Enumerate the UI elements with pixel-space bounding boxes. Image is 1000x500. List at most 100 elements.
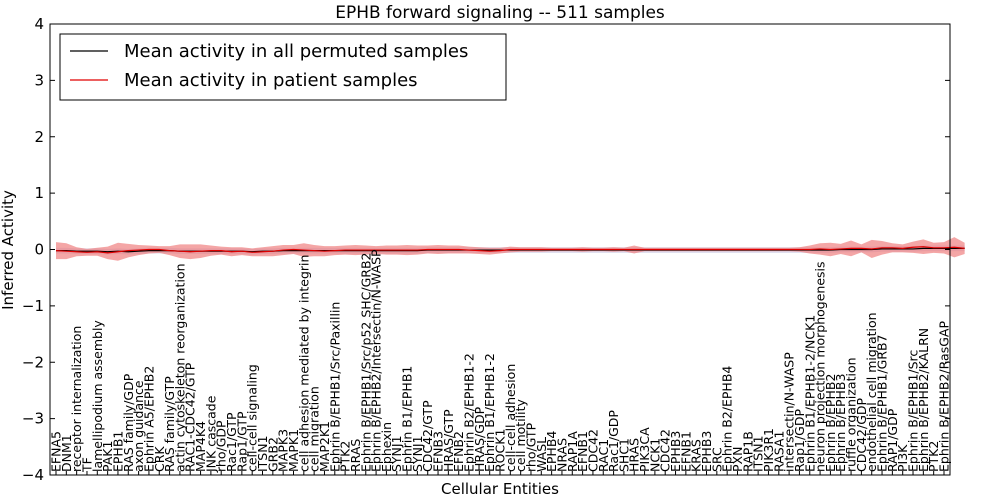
x-tick-label: RAC1 — [596, 439, 611, 472]
x-tick-label: PI3K — [895, 444, 910, 472]
x-tick-label: HRAS — [627, 438, 642, 472]
x-tick-label: Ephrin B/EPHB1/Src — [906, 350, 921, 472]
x-tick-label: Ephrin B/EPHB1/Src/p52 SHC/GRB2 — [358, 253, 373, 473]
x-tick-label: CDC42 — [658, 429, 673, 472]
x-tick-label: HRAS/GDP — [472, 406, 487, 472]
series-lines — [55, 246, 965, 254]
x-tick-label: KRAS — [689, 439, 704, 472]
chart-title: EPHB forward signaling -- 511 samples — [335, 3, 665, 23]
x-tick-label: actin cytoskeleton reorganization — [172, 263, 187, 472]
x-tick-label: EFNB3 — [431, 431, 446, 472]
y-tick-label: −2 — [22, 353, 44, 371]
x-tick-label: cell-cell adhesion — [503, 364, 518, 472]
legend: Mean activity in all permuted samples Me… — [59, 33, 507, 101]
legend-box — [59, 33, 507, 101]
x-tick-label: SHC1 — [616, 438, 631, 472]
x-tick-label: RAP1A — [565, 431, 580, 472]
y-tick-label: −4 — [22, 466, 44, 484]
x-tick-label: EPHB4 — [544, 431, 559, 472]
x-tick-label: PTK2 — [926, 441, 941, 472]
x-tick-label: Ephrin B/EPHB2/Intersectin/N-WASP — [369, 249, 384, 472]
x-tick-label: EPHB3 — [668, 431, 683, 472]
x-tick-label: EFNB1 — [575, 431, 590, 472]
x-tick-label: MAPK1 — [286, 429, 301, 472]
x-tick-label: HRAS/GTP — [441, 409, 456, 472]
x-tick-label: cell-cell signaling — [245, 364, 260, 472]
x-tick-label: JNK cascade — [203, 395, 218, 473]
x-tick-label: Ephrin B/EPHB1/GRB7 — [875, 334, 890, 472]
x-tick-label: SRC — [709, 447, 724, 472]
x-tick-label: WASL — [534, 437, 549, 472]
x-tick-label: Ephrin B2/EPHB4 — [720, 366, 735, 472]
x-tick-label: Ephrin B/EPHB2/KALRN — [916, 328, 931, 472]
x-tick-label: lamellipodium assembly — [90, 320, 105, 472]
series-line-patient — [55, 246, 965, 254]
y-tick-label: 3 — [34, 71, 44, 89]
x-tick-label: Ephrin B/EPHB3 — [833, 374, 848, 472]
x-tick-label: EFNA5 — [49, 431, 64, 472]
y-axis-title: Inferred Activity — [0, 190, 17, 310]
x-tick-label: PIK3CA — [637, 427, 652, 472]
x-tick-label: NCK1 — [647, 438, 662, 472]
y-tick-label: 0 — [34, 241, 44, 259]
legend-label-patient: Mean activity in patient samples — [124, 70, 418, 91]
x-tick-label: Rap1/GDP — [792, 409, 807, 472]
x-tick-label: Ephexin — [379, 422, 394, 472]
y-tick-label: 4 — [34, 15, 44, 33]
x-tick-label: Ephrin B1/EPHB1-2 — [482, 353, 497, 472]
x-tick-label: MAPK3 — [276, 429, 291, 472]
y-tick-label: 2 — [34, 128, 44, 146]
x-tick-label: SYNJ1 — [389, 435, 404, 472]
x-tick-label: Rac1/GDP — [606, 410, 621, 472]
x-tick-label: intersectin/N-WASP — [782, 352, 797, 472]
x-tick-label: RRAS — [348, 439, 363, 472]
x-tick-label: DNM1 — [59, 434, 74, 472]
x-tick-label: cell adhesion mediated by integrin — [296, 255, 311, 472]
x-tick-label: RASA1 — [771, 431, 786, 472]
x-tick-label: CDC42 — [585, 429, 600, 472]
x-tick-label: GRB2 — [265, 437, 280, 472]
x-tick-label: EFNB2 — [451, 431, 466, 472]
x-tick-label: Ephrin B/EPHB1/Src/Paxillin — [327, 302, 342, 472]
x-tick-label: NRAS — [554, 438, 569, 472]
x-tick-label: CDC42/GDP — [854, 397, 869, 472]
x-tick-label: PXN — [730, 447, 745, 472]
x-tick-label: cell motility — [513, 398, 528, 472]
y-tick-label: 1 — [34, 184, 44, 202]
x-tick-label: axon guidance — [131, 380, 146, 472]
x-tick-label: MAP2K1 — [317, 421, 332, 472]
x-tick-label: cell migration — [307, 386, 322, 472]
x-tick-label: CRK — [152, 446, 167, 472]
x-tick-label: MAP4K4 — [193, 421, 208, 472]
x-tick-label: neuron projection morphogenesis — [813, 261, 828, 472]
x-tick-label: TF — [79, 457, 94, 473]
x-tick-label: Ephrin B/EPHB2 — [823, 374, 838, 472]
x-tick-label: PTK2 — [338, 441, 353, 472]
x-tick-label: rho/GTP — [523, 422, 538, 472]
x-tick-label: rho/GDP — [214, 420, 229, 472]
x-axis-title: Cellular Entities — [441, 480, 559, 498]
x-tick-label: ROCK1 — [493, 429, 508, 472]
x-tick-label: ruffle organization — [844, 357, 859, 472]
x-tick-label: Ephrin B1/EPHB1-2/NCK1 — [802, 315, 817, 472]
y-axis: −4 −3 −2 −1 0 1 2 3 4 — [22, 15, 950, 484]
x-tick-label: ITSN1 — [751, 435, 766, 472]
x-tick-label: RAS family/GDP — [121, 373, 136, 472]
x-tick-label: ITSN1 — [255, 435, 270, 472]
x-tick-label: Ephrin B2/EPHB1-2 — [462, 353, 477, 472]
x-tick-label: receptor internalization — [69, 326, 84, 472]
x-tick-label: Ephrin A5/EPHB2 — [141, 366, 156, 472]
x-tick-label: endothelial cell migration — [864, 312, 879, 472]
x-tick-label: Ephrin B1/EPHB1 — [400, 366, 415, 472]
x-tick-label: Rap1/GTP — [234, 411, 249, 472]
y-tick-label: −3 — [22, 410, 44, 428]
x-tick-label: SYNJ1 — [410, 435, 425, 472]
y-tick-label: −1 — [22, 297, 44, 315]
x-tick-label: EPHB3 — [699, 431, 714, 472]
x-tick-label: EPHB1 — [110, 431, 125, 472]
x-tick-label: RAP1B — [740, 431, 755, 472]
x-tick-label: PAK1 — [100, 441, 115, 472]
x-tick-label: Rac1/GTP — [224, 412, 239, 472]
